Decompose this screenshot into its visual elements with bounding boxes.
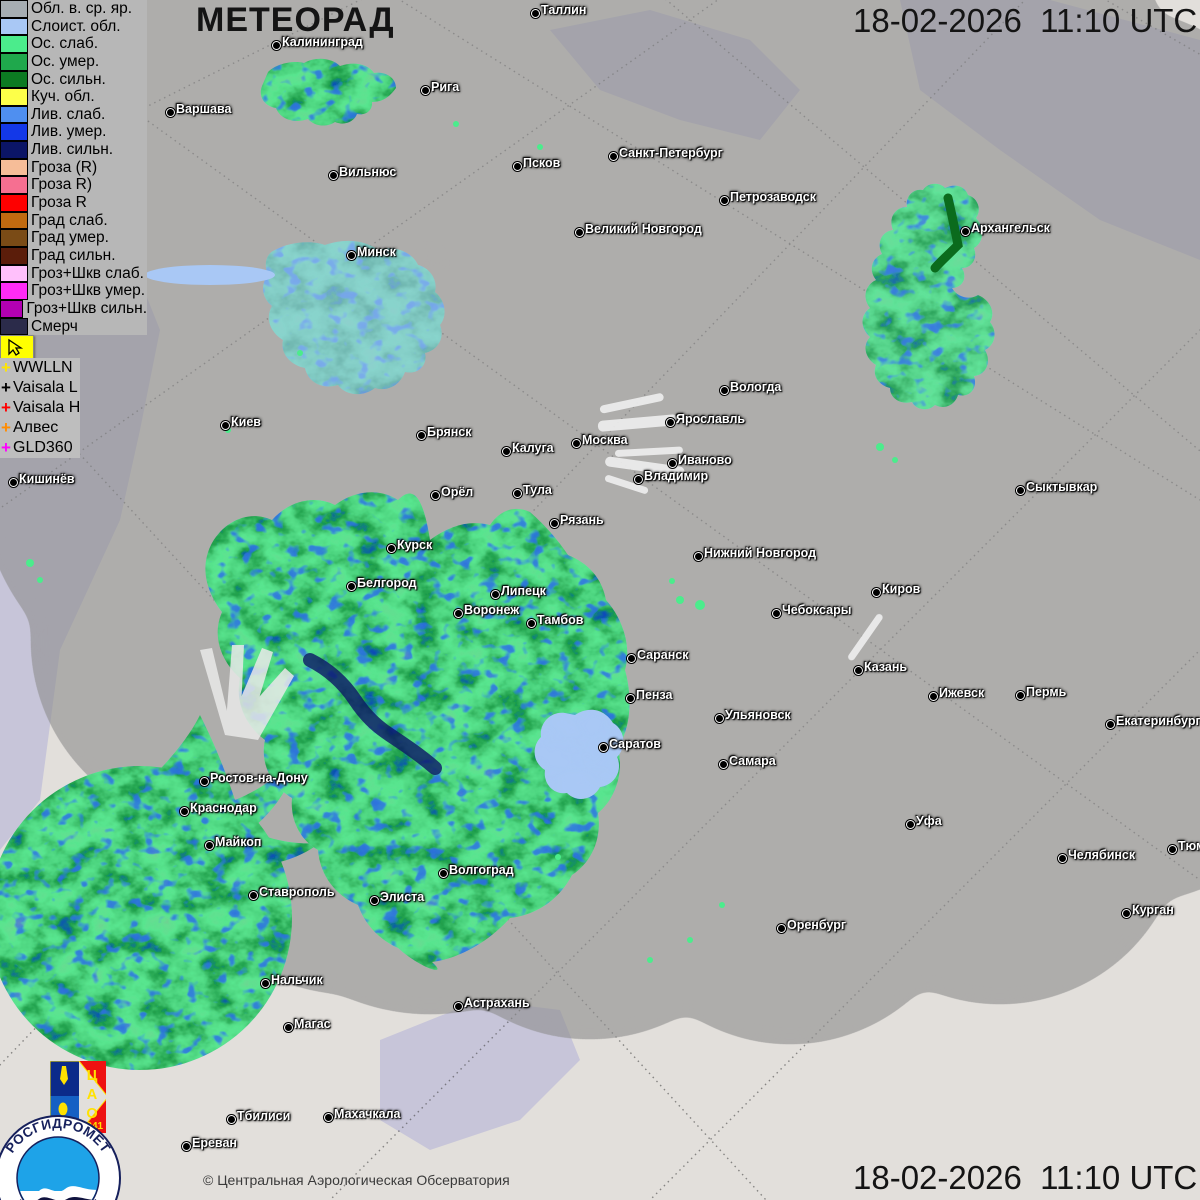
svg-text:А: А	[87, 1087, 98, 1103]
svg-text:Ц: Ц	[87, 1068, 98, 1084]
